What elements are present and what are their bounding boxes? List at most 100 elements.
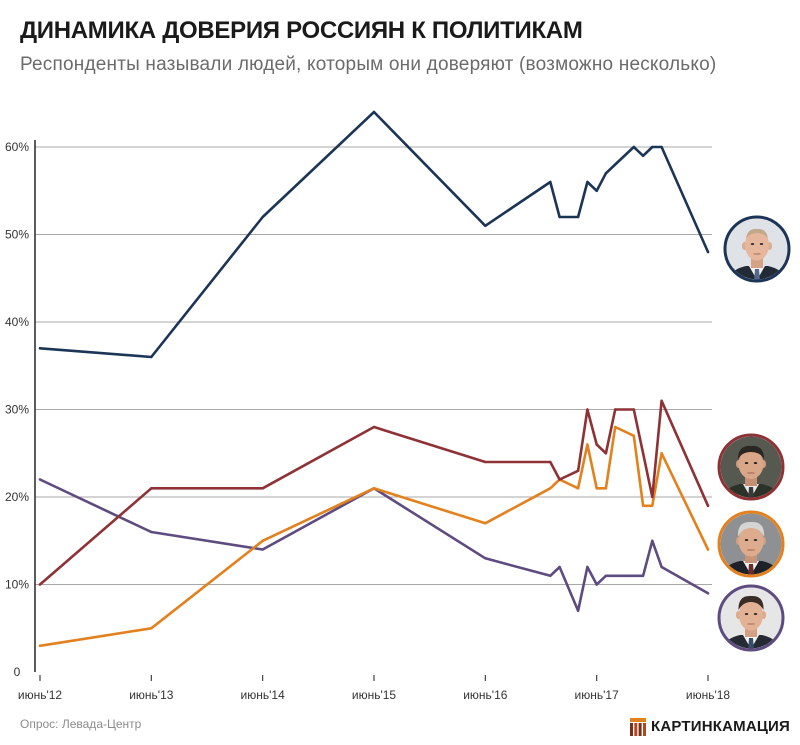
face <box>738 525 764 557</box>
right-eye <box>753 462 758 464</box>
logo-top-band <box>629 718 646 722</box>
tie <box>748 638 754 649</box>
data-point <box>558 565 561 569</box>
data-point <box>576 609 580 612</box>
y-tick-label: 40% <box>5 315 29 329</box>
portrait-image <box>726 218 788 280</box>
data-point <box>660 565 663 569</box>
data-point <box>595 189 598 192</box>
data-point <box>632 408 635 411</box>
brand-logo-icon <box>629 718 646 736</box>
chart-title: ДИНАМИКА ДОВЕРИЯ РОССИЯН К ПОЛИТИКАМ <box>20 17 583 44</box>
data-point <box>549 180 552 184</box>
data-point <box>641 504 645 507</box>
data-point <box>641 574 645 577</box>
data-point <box>660 452 663 455</box>
data-point <box>651 504 654 507</box>
data-point <box>614 163 617 166</box>
left-eye <box>750 243 755 245</box>
data-point <box>484 557 487 560</box>
x-tick-label: июнь'14 <box>241 688 286 702</box>
data-point <box>660 145 663 149</box>
data-point <box>706 504 710 507</box>
portrait-photo <box>717 510 785 578</box>
data-point <box>660 399 663 402</box>
y-tick-label: 10% <box>5 578 29 592</box>
y-tick-label: 50% <box>5 228 29 242</box>
logo-bar <box>634 723 638 736</box>
portrait-image <box>720 587 782 649</box>
data-point <box>549 460 552 464</box>
data-point <box>614 408 617 411</box>
data-point <box>38 478 42 481</box>
right-eye <box>753 539 758 541</box>
tie <box>748 487 754 498</box>
x-tick-label: июнь'18 <box>686 688 731 702</box>
data-point <box>372 425 376 429</box>
portrait-ring <box>717 584 785 652</box>
logo-bar <box>638 723 642 736</box>
data-point <box>604 574 608 577</box>
data-point <box>632 574 635 577</box>
data-point <box>604 172 608 175</box>
data-point <box>150 627 153 630</box>
data-point <box>261 548 264 551</box>
gridlines <box>35 146 712 585</box>
x-tick-label: июнь'13 <box>129 688 174 702</box>
data-point <box>150 355 153 359</box>
data-point <box>261 539 264 542</box>
face <box>738 449 764 479</box>
data-point <box>549 574 552 577</box>
x-tick-label: июнь'12 <box>18 688 63 702</box>
brand-name: КАРТИНКАМАЦИЯ <box>650 718 790 735</box>
data-point <box>558 215 561 219</box>
data-point <box>586 180 589 184</box>
series-line <box>38 425 710 648</box>
x-tick-label: июнь'16 <box>463 688 508 702</box>
portrait-photo <box>717 584 785 652</box>
face <box>745 229 769 261</box>
y-tick-label: 20% <box>5 490 29 504</box>
hair <box>746 228 768 238</box>
data-point <box>706 250 710 254</box>
right-eye <box>759 243 764 245</box>
right-eye <box>753 613 758 615</box>
data-point <box>632 145 635 149</box>
data-point <box>614 574 617 577</box>
series-lines <box>38 110 710 648</box>
portrait-ring <box>723 215 791 283</box>
data-point <box>604 487 608 490</box>
data-point <box>641 452 645 455</box>
data-point <box>632 434 635 437</box>
logo-bar <box>629 723 633 736</box>
portrait-image <box>720 513 782 575</box>
chart-subtitle: Респонденты называли людей, которым они … <box>20 54 717 75</box>
portrait-ring <box>717 510 785 578</box>
data-point <box>706 592 710 595</box>
portrait-ring <box>717 433 785 501</box>
left-eye <box>744 613 749 615</box>
source-note: Опрос: Левада-Центр <box>20 717 142 731</box>
x-axis-labels: июнь'12 июнь'13 июнь'14 июнь'15 июнь'16 июнь'… <box>18 675 731 702</box>
data-point <box>576 469 580 472</box>
data-point <box>38 644 42 647</box>
data-point <box>261 487 264 490</box>
y-tick-label: 30% <box>5 403 29 417</box>
data-point <box>38 347 42 350</box>
y-tick-label: 0 <box>14 665 21 679</box>
hair <box>738 595 764 610</box>
data-point <box>641 154 645 157</box>
data-point <box>372 487 376 490</box>
series-1 <box>38 110 710 359</box>
tie <box>748 564 754 575</box>
data-point <box>150 530 153 534</box>
x-tick-label: июнь'15 <box>352 688 397 702</box>
data-point <box>576 487 580 490</box>
data-point <box>150 487 153 490</box>
data-point <box>38 583 42 586</box>
data-point <box>595 583 598 586</box>
series-3 <box>38 425 710 648</box>
data-point <box>706 548 710 551</box>
series-4 <box>38 478 710 613</box>
